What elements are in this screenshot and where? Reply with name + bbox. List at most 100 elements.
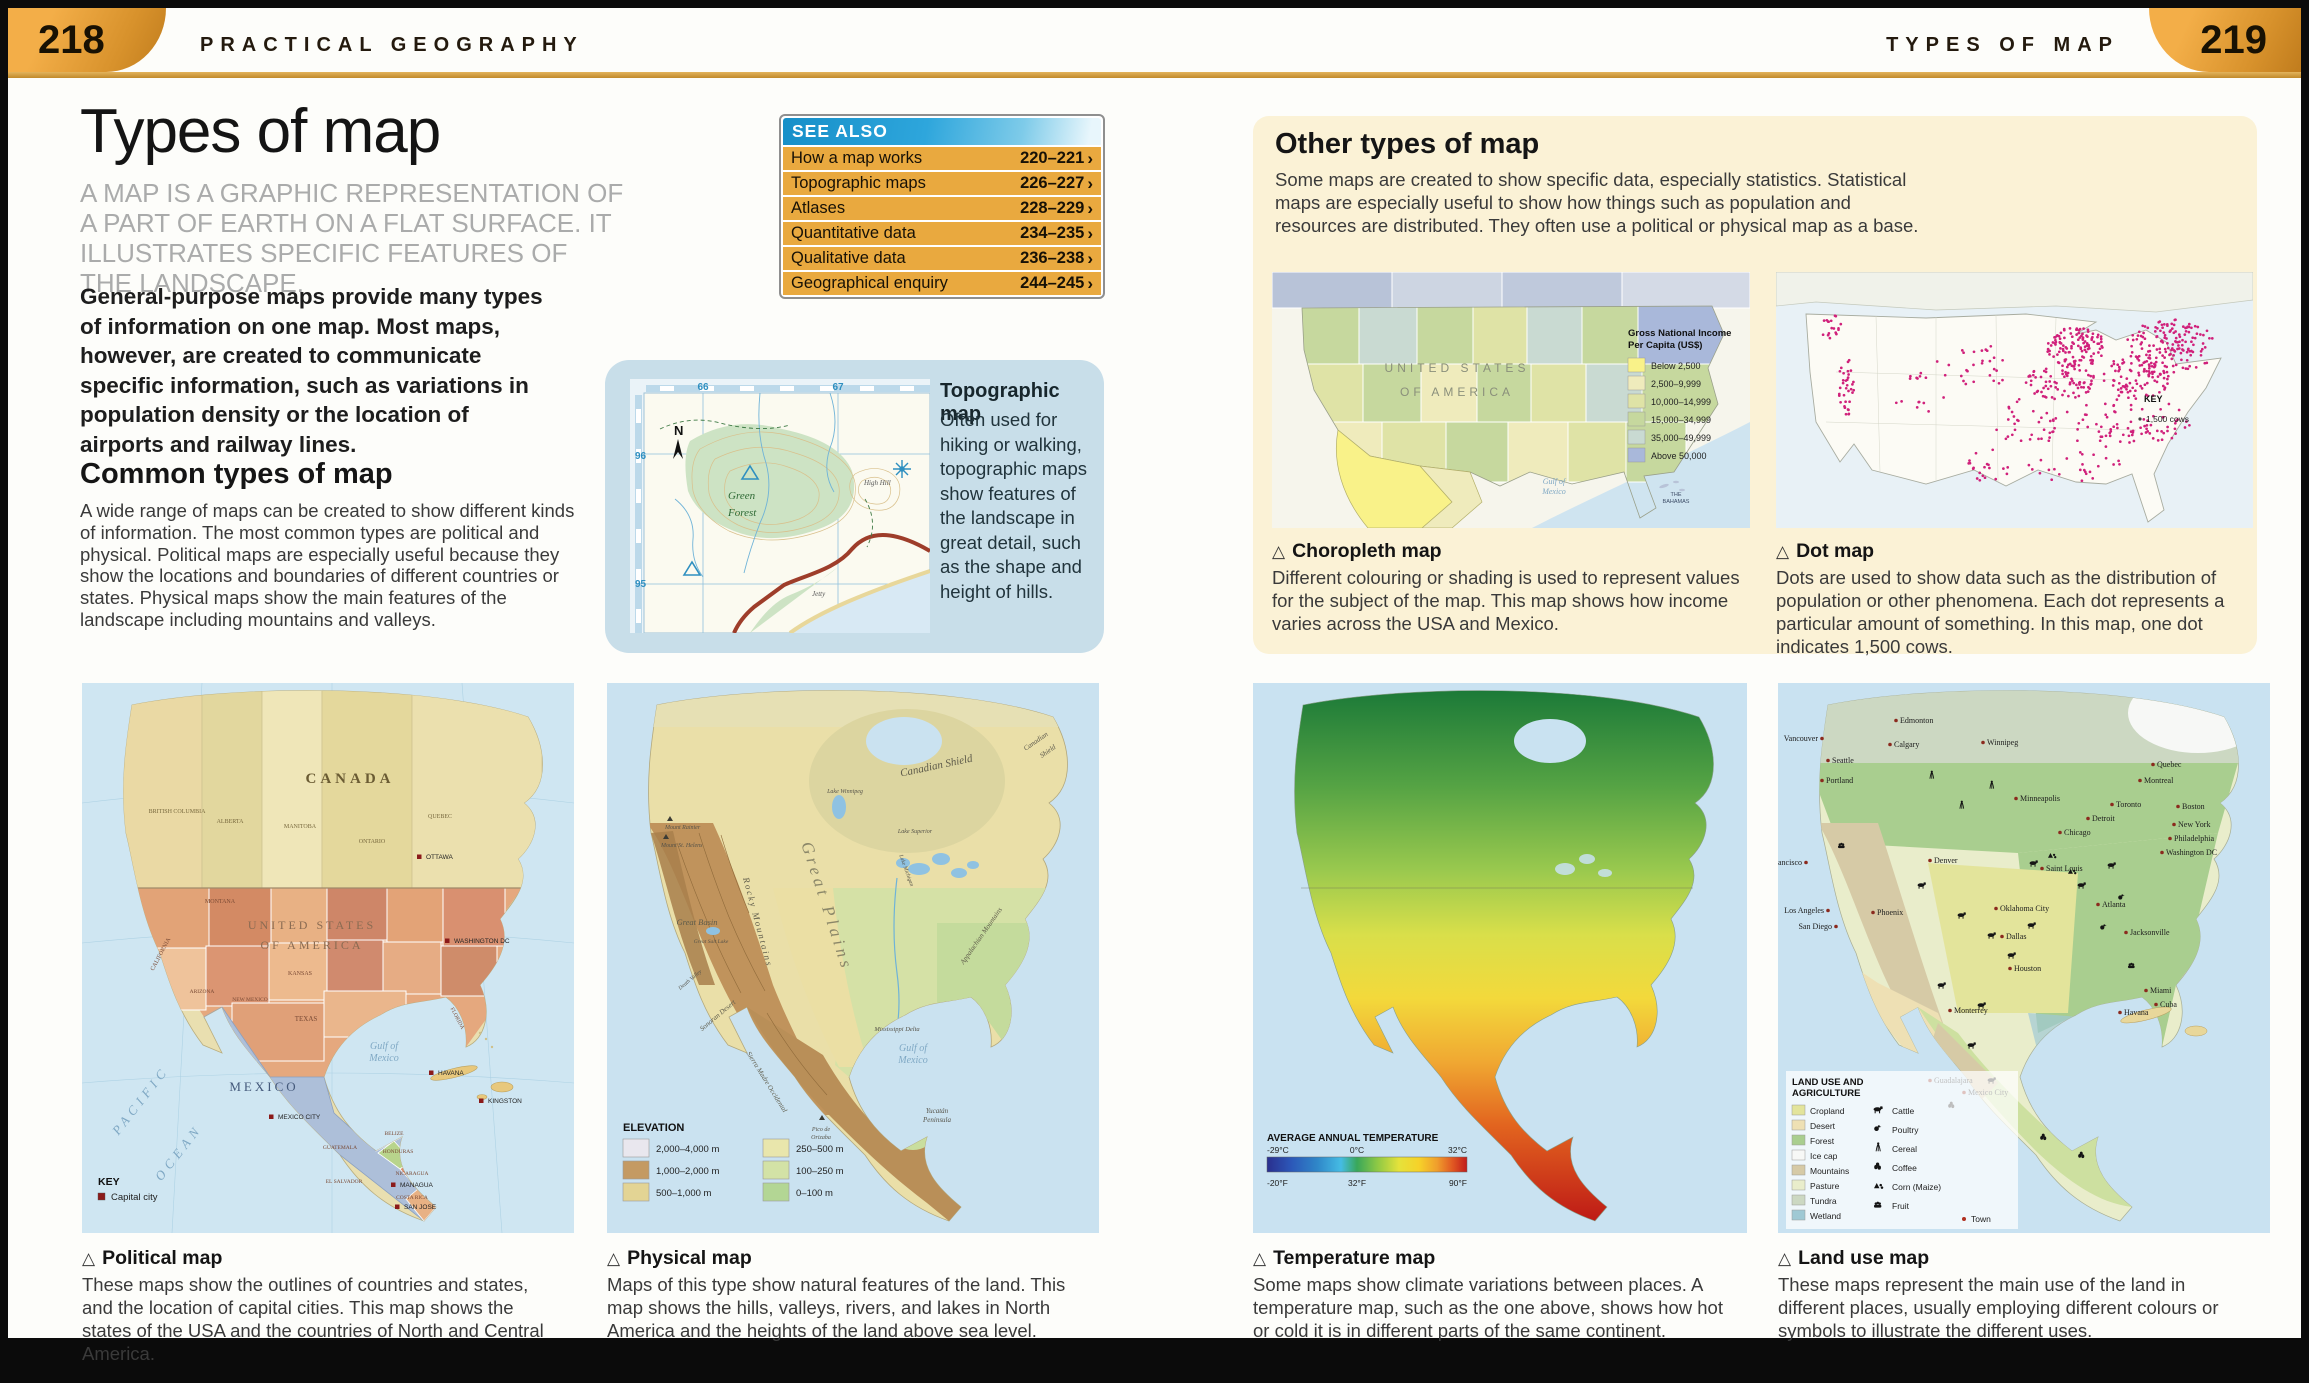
- chevron-right-icon: ›: [1087, 248, 1093, 268]
- legend-label: 35,000–49,999: [1651, 433, 1711, 443]
- triangle-icon: △: [82, 1249, 96, 1268]
- town-dot: [2040, 866, 2044, 871]
- map-label: UNITED STATES: [1385, 361, 1530, 375]
- page-number-right: 219: [2200, 18, 2267, 62]
- legend-label: Forest: [1810, 1136, 1835, 1146]
- cattle-icon: [1977, 1002, 1986, 1009]
- cattle-icon: [1917, 882, 1926, 889]
- city-label: Seattle: [1832, 756, 1854, 765]
- legend-label: 250–500 m: [796, 1144, 844, 1155]
- cattle-icon: [1937, 982, 1946, 989]
- map-label: KANSAS: [288, 971, 312, 977]
- town-dot: [1804, 860, 1808, 865]
- capital-city-marker: [445, 938, 450, 943]
- see-also-label: Atlases: [791, 199, 846, 217]
- town-dot: [1820, 778, 1824, 783]
- map-label: ONTARIO: [359, 839, 386, 845]
- city-label: Cuba: [2160, 1000, 2177, 1009]
- city-label: Miami: [2150, 986, 2172, 995]
- chevron-right-icon: ›: [1087, 198, 1093, 218]
- coastline-water: [790, 571, 930, 633]
- triangle-icon: △: [1778, 1249, 1792, 1268]
- map-label: Gulf of: [370, 1041, 399, 1052]
- town-dot: [1871, 910, 1875, 915]
- legend-swatch: [1627, 357, 1646, 373]
- see-also-label: Geographical enquiry: [791, 274, 948, 292]
- map-label: CANADA: [306, 771, 395, 787]
- cattle-icon: [2107, 862, 2116, 869]
- dot-map-caption: △ Dot map Dots are used to show data such…: [1776, 540, 2254, 658]
- fruit-icon: [2128, 962, 2135, 969]
- legend-title: AGRICULTURE: [1792, 1088, 1860, 1099]
- page-number-left: 218: [38, 18, 105, 62]
- see-also-item[interactable]: Geographical enquiry 244–245 ›: [783, 272, 1101, 295]
- legend-label: Fruit: [1892, 1201, 1910, 1211]
- map-label: BELIZE: [385, 1131, 405, 1137]
- legend-swatch: [1627, 411, 1646, 427]
- town-dot: [2168, 836, 2172, 841]
- city-label: Jacksonville: [2130, 928, 2170, 937]
- legend-swatch: [1791, 1149, 1806, 1161]
- city-label: Vancouver: [1784, 734, 1819, 743]
- tick-label-celsius: 32°C: [1448, 1145, 1467, 1155]
- corn-icon: [2048, 853, 2057, 859]
- tick-label-fahrenheit: 90°F: [1449, 1178, 1467, 1188]
- legend-label: Mountains: [1810, 1166, 1849, 1176]
- cereal-icon: [1959, 800, 1965, 809]
- map-label: COSTA RICA: [396, 1195, 428, 1201]
- capital-city-marker: [479, 1098, 484, 1103]
- capital-city-label: MANAGUA: [400, 1182, 434, 1189]
- cattle-icon: [2007, 952, 2016, 959]
- physical-caption: △ Physical map Maps of this type show nat…: [607, 1247, 1085, 1342]
- city-label: Philadelphia: [2174, 834, 2214, 843]
- legend-label: 0–100 m: [796, 1188, 833, 1199]
- capital-city-label: KINGSTON: [488, 1098, 522, 1105]
- tick-label-fahrenheit: 32°F: [1348, 1178, 1366, 1188]
- triangle-icon: △: [1272, 542, 1286, 561]
- legend-label: Tundra: [1810, 1196, 1837, 1206]
- city-label: Detroit: [2092, 814, 2115, 823]
- triangle-icon: △: [1253, 1249, 1267, 1268]
- map-label: 66: [697, 382, 709, 393]
- temperature-map: AVERAGE ANNUAL TEMPERATURE-29°C 0°C 32°C -2…: [1253, 683, 1747, 1233]
- legend-label: 15,000–34,999: [1651, 415, 1711, 425]
- town-dot: [2118, 1010, 2122, 1015]
- legend-title: LAND USE AND: [1792, 1077, 1864, 1088]
- topographic-map: 66 67 96 95 N Green Forest High Hill Jetty: [630, 379, 930, 633]
- see-also-item[interactable]: How a map works 220–221 ›: [783, 147, 1101, 170]
- city-label: Winnipeg: [1987, 738, 2018, 747]
- town-dot: [2014, 796, 2018, 801]
- city-label: Los Angeles: [1784, 906, 1824, 915]
- see-also-item[interactable]: Topographic maps 226–227 ›: [783, 172, 1101, 195]
- see-also-item[interactable]: Quantitative data 234–235 ›: [783, 222, 1101, 245]
- map-label: Mexico: [897, 1055, 927, 1066]
- cattle-icon: [2029, 860, 2038, 867]
- temperature-caption-title: Temperature map: [1273, 1247, 1436, 1269]
- map-label: Peninsula: [922, 1116, 951, 1124]
- see-also-pages: 228–229: [1020, 199, 1085, 217]
- map-label: OF AMERICA: [260, 938, 363, 952]
- see-also-item[interactable]: Qualitative data 236–238 ›: [783, 247, 1101, 270]
- land-use-caption: △ Land use map These maps represent the m…: [1778, 1247, 2256, 1342]
- physical-caption-title: Physical map: [627, 1247, 752, 1269]
- city-label: Toronto: [2116, 800, 2141, 809]
- other-types-heading: Other types of map: [1275, 128, 1540, 160]
- tick-label-celsius: 0°C: [1350, 1145, 1364, 1155]
- forest-area: [685, 424, 855, 539]
- town-dot: [2124, 930, 2128, 935]
- legend-swatch: [762, 1160, 790, 1180]
- map-label: MANITOBA: [284, 824, 317, 830]
- town-dot: [1894, 718, 1898, 723]
- legend-label: Wetland: [1810, 1211, 1841, 1221]
- topographic-callout-title: Topographic map: [940, 380, 1060, 425]
- page-title: Types of map: [80, 97, 441, 166]
- see-also-label: Qualitative data: [791, 249, 906, 267]
- legend-swatch: [1791, 1164, 1806, 1176]
- see-also-pages: 244–245: [1020, 274, 1085, 292]
- map-key-label: Capital city: [111, 1192, 158, 1203]
- map-label: High Hill: [863, 479, 891, 487]
- political-map: KEY Capital city CANADA BRITISH COLUMBIA AL…: [82, 683, 574, 1233]
- see-also-item[interactable]: Atlases 228–229 ›: [783, 197, 1101, 220]
- legend-label: Above 50,000: [1651, 451, 1707, 461]
- town-dot: [2000, 934, 2004, 939]
